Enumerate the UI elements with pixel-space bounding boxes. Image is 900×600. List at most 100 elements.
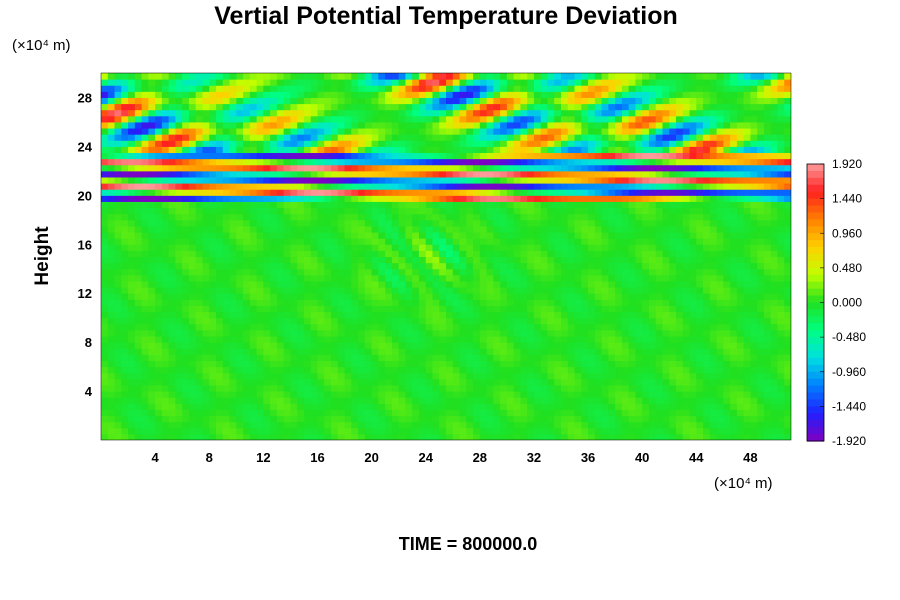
heatmap-cell <box>574 146 582 154</box>
heatmap-cell <box>364 391 373 398</box>
heatmap-cell <box>628 329 636 337</box>
heatmap-cell <box>195 146 203 154</box>
heatmap-cell <box>703 293 711 300</box>
heatmap-cell <box>473 323 481 331</box>
heatmap-cell <box>324 378 332 386</box>
heatmap-cell <box>615 280 623 288</box>
heatmap-cell <box>561 360 569 368</box>
heatmap-cell <box>351 415 359 423</box>
heatmap-cell <box>567 427 576 435</box>
heatmap-cell <box>682 183 691 190</box>
heatmap-cell <box>358 152 366 160</box>
heatmap-cell <box>331 305 339 313</box>
heatmap-cell <box>452 311 461 319</box>
heatmap-cell <box>642 238 650 245</box>
heatmap-cell <box>297 213 305 221</box>
heatmap-cell <box>750 274 758 282</box>
heatmap-cell <box>763 225 772 233</box>
heatmap-cell <box>506 262 515 270</box>
heatmap-cell <box>303 152 312 160</box>
heatmap-cell <box>107 409 116 417</box>
heatmap-cell <box>297 232 305 239</box>
heatmap-cell <box>676 336 684 343</box>
heatmap-cell <box>195 140 203 147</box>
heatmap-cell <box>385 409 393 417</box>
heatmap-cell <box>648 329 657 337</box>
heatmap-cell <box>141 287 149 294</box>
heatmap-cell <box>452 317 461 325</box>
heatmap-cell <box>161 232 170 239</box>
heatmap-cell <box>263 348 271 355</box>
heatmap-cell <box>723 305 731 313</box>
heatmap-cell <box>574 250 582 257</box>
heatmap-cell <box>364 427 373 435</box>
heatmap-cell <box>114 384 122 392</box>
heatmap-cell <box>520 201 528 209</box>
heatmap-cell <box>209 360 217 368</box>
heatmap-cell <box>479 348 488 355</box>
heatmap-cell <box>547 397 555 404</box>
heatmap-cell <box>486 256 494 264</box>
heatmap-cell <box>364 397 373 404</box>
heatmap-cell <box>533 195 542 202</box>
heatmap-cell <box>628 391 636 398</box>
heatmap-cell <box>743 378 751 386</box>
heatmap-cell <box>114 366 122 374</box>
heatmap-cell <box>642 378 650 386</box>
heatmap-cell <box>763 207 772 215</box>
heatmap-cell <box>229 164 237 172</box>
heatmap-cell <box>716 280 724 288</box>
heatmap-cell <box>446 262 454 270</box>
heatmap-cell <box>750 391 758 398</box>
heatmap-cell <box>276 158 285 166</box>
heatmap-cell <box>364 201 373 209</box>
heatmap-cell <box>128 250 136 257</box>
heatmap-cell <box>195 176 203 184</box>
heatmap-cell <box>256 225 264 233</box>
heatmap-cell <box>371 213 379 221</box>
heatmap-cell <box>412 317 420 325</box>
heatmap-cell <box>229 433 237 440</box>
heatmap-cell <box>222 207 231 215</box>
heatmap-cell <box>439 238 447 245</box>
heatmap-cell <box>676 280 684 288</box>
heatmap-cell <box>527 280 535 288</box>
heatmap-cell <box>432 268 440 276</box>
heatmap-cell <box>635 164 643 172</box>
heatmap-cell <box>736 262 745 270</box>
heatmap-cell <box>716 384 724 392</box>
heatmap-cell <box>513 207 521 215</box>
heatmap-cell <box>412 158 420 166</box>
heatmap-cell <box>216 219 224 227</box>
heatmap-cell <box>425 293 433 300</box>
heatmap-cell <box>364 378 373 386</box>
heatmap-cell <box>540 354 548 361</box>
heatmap-cell <box>784 378 791 386</box>
heatmap-cell <box>574 268 582 276</box>
heatmap-cell <box>182 409 190 417</box>
heatmap-cell <box>243 262 251 270</box>
heatmap-cell <box>682 317 691 325</box>
heatmap-cell <box>527 397 535 404</box>
heatmap-cell <box>101 225 109 233</box>
heatmap-cell <box>635 256 643 264</box>
heatmap-cell <box>222 244 231 251</box>
heatmap-cell <box>378 189 386 196</box>
heatmap-cell <box>439 201 447 209</box>
heatmap-cell <box>493 213 501 221</box>
heatmap-cell <box>676 232 684 239</box>
heatmap-cell <box>777 415 785 423</box>
heatmap-cell <box>452 305 461 313</box>
heatmap-cell <box>513 219 521 227</box>
heatmap-cell <box>723 170 731 178</box>
heatmap-cell <box>161 397 170 404</box>
heatmap-cell <box>385 391 393 398</box>
heatmap-cell <box>466 427 474 435</box>
heatmap-cell <box>297 305 305 313</box>
heatmap-cell <box>770 225 778 233</box>
heatmap-cell <box>371 342 379 349</box>
heatmap-cell <box>500 409 508 417</box>
heatmap-cell <box>642 256 650 264</box>
heatmap-cell <box>303 427 312 435</box>
heatmap-cell <box>418 372 427 380</box>
